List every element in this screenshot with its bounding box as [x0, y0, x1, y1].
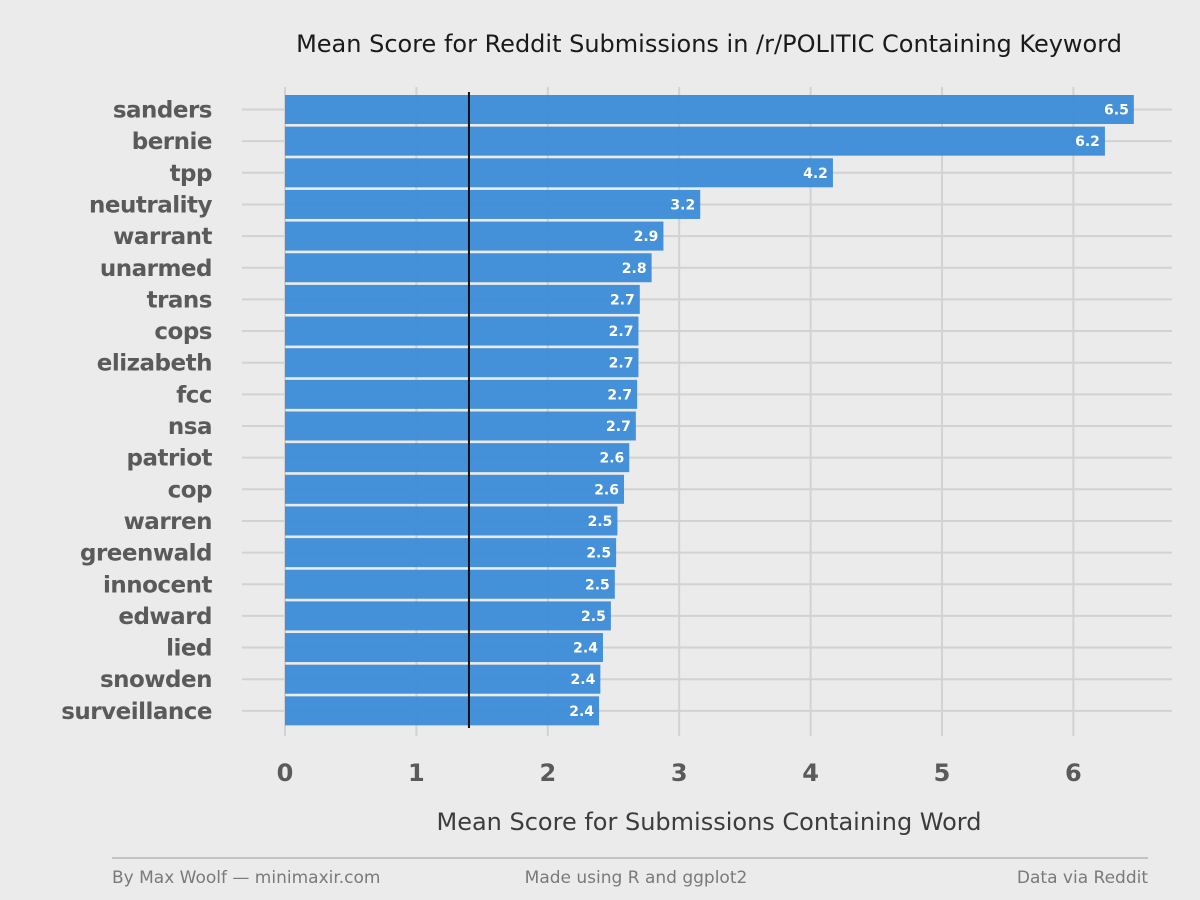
category-label: lied: [166, 636, 212, 662]
bar: [285, 443, 630, 473]
category-label: cops: [154, 319, 212, 345]
bar: [285, 601, 611, 631]
bar: [285, 411, 636, 441]
x-tick-label: 2: [539, 759, 556, 787]
category-label: edward: [118, 604, 212, 630]
bar-label-layer: 6.56.2 4.2 3.2 2.9 2.8 2.7 2.7 2.7 2.7 2.7 2.6 2.6 2…: [569, 103, 1129, 720]
category-label: sanders: [113, 98, 212, 124]
bar: [285, 189, 701, 219]
bar: [285, 506, 618, 536]
category-label: trans: [147, 287, 212, 313]
category-label: innocent: [103, 572, 213, 598]
bar-value-label: 6.5: [1104, 103, 1129, 119]
category-label: tpp: [170, 161, 212, 187]
footer-source: Data via Reddit: [1017, 868, 1148, 888]
category-label: greenwald: [80, 541, 212, 567]
bar: [285, 696, 600, 726]
footer-credit: By Max Woolf — minimaxir.com: [112, 868, 381, 888]
category-label: patriot: [126, 446, 212, 472]
bar-value-label: 2.5: [585, 577, 610, 593]
footer-tools: Made using R and ggplot2: [525, 868, 748, 888]
category-label: snowden: [100, 667, 212, 693]
bar: [285, 474, 625, 504]
bar-value-label: 6.2: [1075, 134, 1100, 150]
bar-value-label: 2.4: [569, 704, 594, 720]
category-label: unarmed: [100, 256, 212, 282]
category-label: neutrality: [89, 192, 212, 218]
x-axis-label: Mean Score for Submissions Containing Wo…: [436, 808, 981, 836]
bar-value-label: 2.7: [609, 356, 634, 372]
category-label-layer: sanders bernie tpp neutrality warrant unarmed…: [61, 98, 213, 725]
bar-value-label: 2.5: [588, 514, 613, 530]
bar: [285, 95, 1134, 124]
bar: [285, 633, 603, 663]
category-label: bernie: [132, 129, 212, 155]
x-tick-label: 3: [671, 759, 688, 787]
bar-value-label: 2.4: [573, 641, 598, 657]
bar-value-label: 2.5: [581, 609, 606, 625]
tick-label-layer: 0 1 2 3 4 5 6: [277, 759, 1082, 787]
bar: [285, 158, 833, 188]
bar-value-label: 2.9: [634, 229, 659, 245]
bar: [285, 221, 664, 251]
bar: [285, 126, 1105, 156]
bar: [285, 379, 638, 409]
bar: [285, 284, 640, 314]
bar: [285, 348, 639, 378]
chart-title: Mean Score for Reddit Submissions in /r/…: [296, 30, 1122, 58]
bar-value-label: 2.7: [606, 419, 631, 435]
x-tick-label: 6: [1065, 759, 1082, 787]
x-tick-label: 0: [277, 759, 294, 787]
bar-value-label: 2.8: [622, 261, 647, 277]
bar-value-label: 2.4: [571, 672, 596, 688]
bar-value-label: 2.7: [607, 387, 632, 403]
bar-value-label: 3.2: [670, 197, 695, 213]
category-label: cop: [168, 477, 212, 503]
bar-layer: [285, 95, 1134, 726]
category-label: elizabeth: [97, 351, 212, 377]
x-tick-label: 4: [802, 759, 819, 787]
category-label: warrant: [113, 224, 212, 250]
category-label: fcc: [176, 382, 212, 408]
category-label: warren: [124, 509, 212, 535]
bar-value-label: 2.6: [599, 451, 624, 467]
category-label: surveillance: [61, 699, 212, 725]
bar: [285, 538, 617, 568]
bar-value-label: 4.2: [803, 166, 828, 182]
category-label: nsa: [168, 414, 212, 440]
bar-value-label: 2.7: [610, 292, 635, 308]
bar: [285, 664, 601, 694]
bar: [285, 569, 615, 599]
bar-value-label: 2.7: [609, 324, 634, 340]
bar-value-label: 2.5: [586, 546, 611, 562]
bar-value-label: 2.6: [594, 482, 619, 498]
x-tick-label: 1: [408, 759, 425, 787]
bar: [285, 316, 639, 346]
x-tick-label: 5: [934, 759, 951, 787]
